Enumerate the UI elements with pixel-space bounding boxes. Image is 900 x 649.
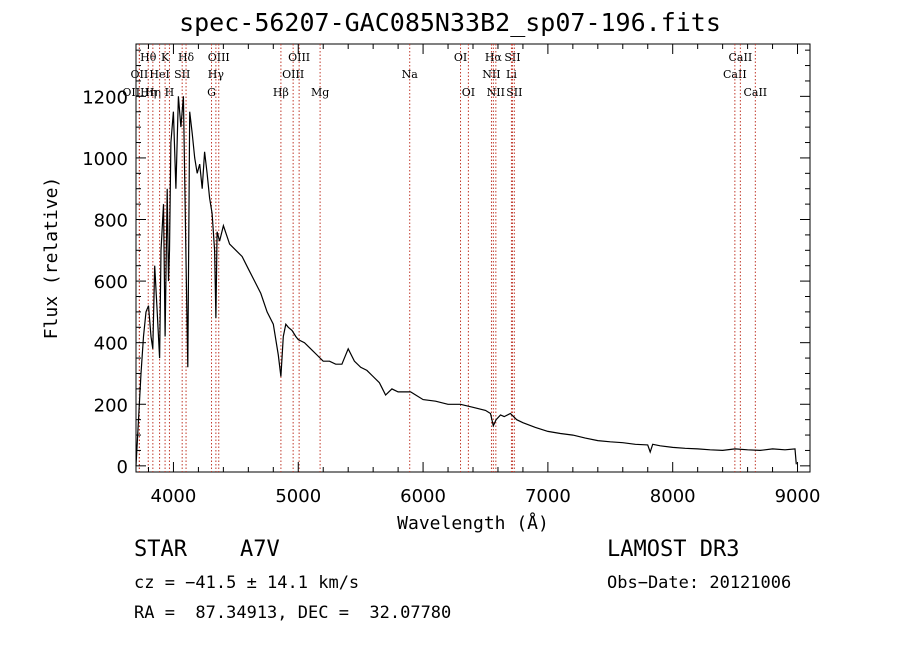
spectral-subclass: A7V (240, 537, 280, 562)
line-label: OIII (208, 51, 230, 64)
line-label: OI (454, 51, 467, 64)
x-tick-label: 6000 (400, 486, 446, 507)
line-label: Hγ (208, 68, 225, 81)
line-label: HeI (149, 68, 169, 81)
line-label: Hθ (140, 51, 157, 64)
y-tick-label: 1200 (82, 87, 128, 108)
x-axis-label: Wavelength (Å) (397, 512, 549, 534)
line-label: G (207, 86, 216, 99)
y-tick-label: 200 (94, 395, 128, 416)
line-label: CaII (723, 68, 747, 81)
x-tick-label: 4000 (151, 486, 197, 507)
line-label: Hη (145, 86, 161, 99)
line-label: H (165, 86, 175, 99)
y-tick-label: 0 (117, 457, 128, 478)
observation-date: Obs−Date: 20121006 (607, 573, 792, 593)
line-label: CaII (729, 51, 753, 64)
line-label: OIIHη (122, 86, 156, 99)
redshift-cz: cz = −41.5 ± 14.1 km/s (134, 573, 360, 593)
line-label: OII (131, 68, 149, 81)
line-label: SII (506, 86, 522, 99)
line-label: CaII (743, 86, 767, 99)
chart-title: spec-56207-GAC085N33B2_sp07-196.fits (179, 8, 721, 37)
line-label: K (161, 51, 170, 64)
line-label: Hδ (178, 51, 195, 64)
y-tick-label: 600 (94, 272, 128, 293)
y-tick-label: 400 (94, 334, 128, 355)
x-tick-label: 8000 (650, 486, 696, 507)
y-tick-label: 1000 (82, 149, 128, 170)
line-label: OIII (282, 68, 304, 81)
line-label: OI (462, 86, 475, 99)
line-label: OIII (288, 51, 310, 64)
x-tick-label: 7000 (525, 486, 571, 507)
line-label: SII (504, 51, 520, 64)
coordinates: RA = 87.34913, DEC = 32.07780 (134, 603, 452, 623)
y-axis-label: Flux (relative) (41, 177, 62, 340)
line-label: Li (506, 68, 517, 81)
y-tick-label: 800 (94, 211, 128, 232)
survey-name: LAMOST DR3 (607, 537, 740, 562)
spectrum-series-line (135, 96, 797, 466)
line-label: Mg (311, 86, 329, 99)
line-label: Na (402, 68, 419, 81)
x-tick-label: 9000 (775, 486, 821, 507)
line-label: Hα (485, 51, 503, 64)
object-type: STAR (134, 537, 187, 562)
line-label: SII (174, 68, 190, 81)
line-label: Hβ (273, 86, 289, 99)
x-tick-label: 5000 (275, 486, 321, 507)
line-label: NII (487, 86, 505, 99)
line-label: NII (482, 68, 500, 81)
